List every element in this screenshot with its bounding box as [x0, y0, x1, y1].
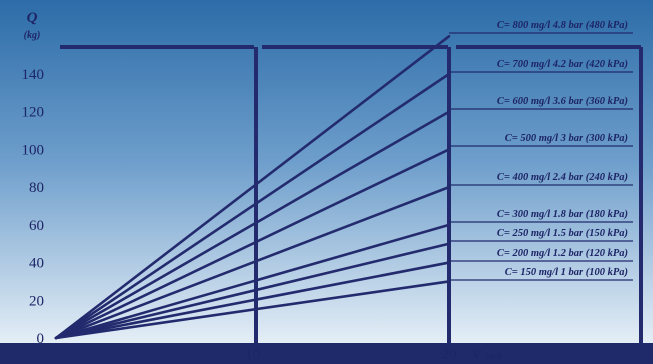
series-line-8 — [54, 280, 451, 340]
series-lines — [54, 34, 451, 340]
series-label-3: C= 500 mg/l 3 bar (300 kPa) — [505, 133, 628, 144]
series-line-2 — [54, 110, 451, 340]
y-tick-0: 0 — [37, 331, 45, 347]
series-label-0: C= 800 mg/l 4.8 bar (480 kPa) — [497, 20, 628, 31]
series-line-6 — [54, 242, 451, 340]
series-line-3 — [54, 148, 451, 340]
series-label-6: C= 250 mg/l 1.5 bar (150 kPa) — [497, 228, 628, 239]
x-tick-20: 20 — [442, 347, 457, 363]
frame — [60, 45, 643, 343]
y-tick-80: 80 — [29, 180, 44, 196]
x-axis-band — [0, 343, 653, 364]
series-line-1 — [54, 72, 451, 340]
x-tick-labels: 10 20 — [245, 347, 457, 363]
y-axis-title: Q (kg) — [24, 10, 41, 41]
series-label-7: C= 200 mg/l 1.2 bar (120 kPa) — [497, 248, 628, 259]
x-axis-unit: (m³) — [486, 351, 502, 361]
series-line-0 — [54, 34, 451, 340]
series-line-5 — [54, 223, 451, 340]
x-axis-label: V — [472, 348, 483, 363]
series-label-2: C= 600 mg/l 3.6 bar (360 kPa) — [497, 96, 628, 107]
y-tick-60: 60 — [29, 218, 44, 234]
y-tick-40: 40 — [29, 256, 44, 272]
y-tick-120: 120 — [22, 105, 45, 121]
y-tick-labels: 0 20 40 60 80 100 120 140 — [22, 67, 45, 347]
y-tick-140: 140 — [22, 67, 45, 83]
series-label-4: C= 400 mg/l 2.4 bar (240 kPa) — [497, 172, 628, 183]
series-label-1: C= 700 mg/l 4.2 bar (420 kPa) — [497, 59, 628, 70]
y-axis-label: Q — [27, 10, 38, 26]
series-labels: C= 800 mg/l 4.8 bar (480 kPa) C= 700 mg/l… — [449, 20, 633, 281]
x-tick-10: 10 — [245, 347, 260, 363]
series-line-7 — [54, 261, 451, 340]
series-line-4 — [54, 185, 451, 340]
series-label-5: C= 300 mg/l 1.8 bar (180 kPa) — [497, 209, 628, 220]
y-axis-unit: (kg) — [24, 30, 41, 41]
y-tick-20: 20 — [29, 293, 44, 309]
series-label-8: C= 150 mg/l 1 bar (100 kPa) — [505, 267, 628, 278]
x-axis-title: V (m³) — [472, 348, 502, 363]
y-tick-100: 100 — [22, 142, 45, 158]
